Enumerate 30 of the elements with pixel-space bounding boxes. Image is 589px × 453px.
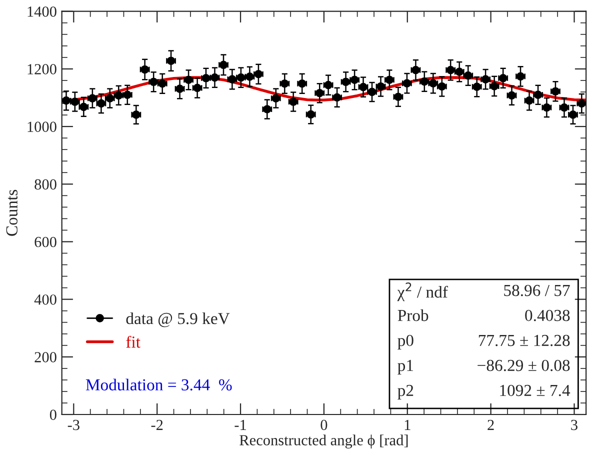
y-tick-label: 600 — [34, 236, 56, 248]
annotation: Prob — [398, 309, 428, 322]
x-tick-label: 0 — [320, 420, 328, 430]
x-tick-label: 2 — [488, 420, 494, 430]
annotation: p1 — [398, 360, 414, 374]
legend-label: data @ 5.9 keV — [126, 312, 230, 328]
annotation: 77.75 ± 12.28 — [478, 334, 570, 346]
y-tick-label: 400 — [34, 294, 56, 305]
x-tick-label: 3 — [571, 420, 578, 430]
x-axis-title: Reconstructed angle ϕ [rad] — [240, 434, 408, 448]
y-tick-label: 1000 — [28, 122, 56, 132]
x-tick-label: 1 — [404, 420, 410, 430]
y-axis-title: Counts — [6, 190, 18, 236]
x-tick-label: -3 — [68, 420, 80, 430]
x-tick-label: -2 — [151, 420, 163, 430]
annotation: 1092 ± 7.4 — [500, 384, 570, 396]
annotation: p0 — [398, 334, 414, 350]
y-tick-label: 1200 — [28, 64, 56, 74]
annotation: χ$^{2}$ / ndf — [397, 282, 448, 302]
annotation: Modulation = 3.44 % — [86, 378, 232, 391]
annotation: p2 — [398, 384, 414, 400]
annotation: −86.29 ± 0.08 — [478, 360, 570, 372]
x-tick-label: -1 — [234, 420, 246, 430]
y-tick-label: 200 — [34, 352, 56, 362]
annotation: 0.4038 — [525, 310, 570, 322]
y-tick-label: 0 — [50, 410, 56, 420]
y-tick-label: 1400 — [28, 6, 56, 17]
y-tick-label: 800 — [34, 179, 56, 190]
legend-label: fit — [126, 336, 140, 348]
annotation: 58.96 / 57 — [504, 284, 570, 296]
